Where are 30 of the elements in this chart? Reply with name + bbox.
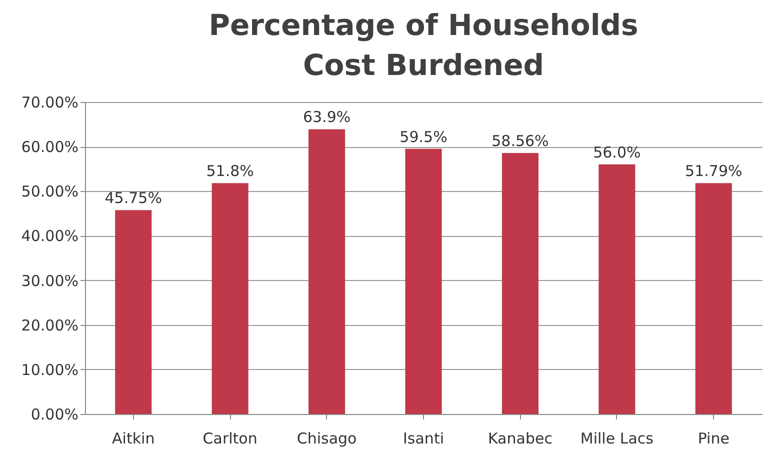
bar <box>405 148 442 414</box>
data-label: 63.9% <box>302 108 351 126</box>
x-tick-label: Kanabec <box>488 430 552 448</box>
bar <box>308 129 346 414</box>
bar <box>695 183 732 414</box>
x-tick-label: Isanti <box>403 430 444 448</box>
data-label: 45.75% <box>104 189 162 208</box>
data-label: 51.79% <box>685 162 742 180</box>
data-label: 59.5% <box>400 128 448 146</box>
chart-title: Percentage of Households Cost Burdened <box>208 8 638 82</box>
y-tick-label: 20.00% <box>21 316 78 334</box>
data-label: 51.8% <box>206 162 254 180</box>
data-label: 56.0% <box>593 143 641 162</box>
y-tick-label: 0.00% <box>30 406 78 424</box>
data-label: 58.56% <box>492 132 549 150</box>
y-tick-label: 50.00% <box>21 182 78 201</box>
x-tick-label: Carlton <box>202 430 258 448</box>
x-tick-label: Mille Lacs <box>580 430 654 448</box>
y-tick-label: 70.00% <box>21 94 78 112</box>
y-tick-label: 30.00% <box>21 272 78 290</box>
bar <box>502 152 538 414</box>
y-tick-label: 40.00% <box>21 227 78 246</box>
y-tick-label: 10.00% <box>21 360 78 379</box>
y-tick-label: 60.00% <box>21 138 78 156</box>
bar <box>212 183 248 414</box>
bar <box>598 164 636 414</box>
x-tick-label: Chisago <box>296 430 357 448</box>
x-tick-label: Pine <box>698 430 730 448</box>
bar <box>115 210 152 414</box>
x-tick-label: Aitkin <box>112 430 155 448</box>
